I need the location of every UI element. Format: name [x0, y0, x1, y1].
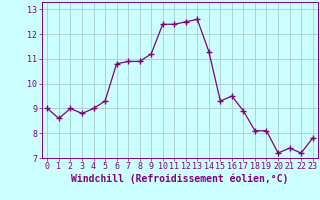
X-axis label: Windchill (Refroidissement éolien,°C): Windchill (Refroidissement éolien,°C)	[71, 174, 289, 184]
